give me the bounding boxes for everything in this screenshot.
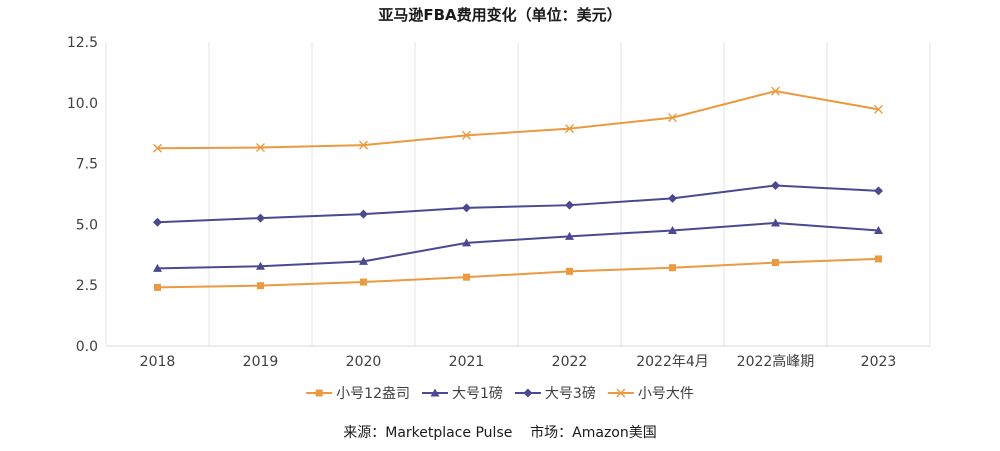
data-point: [771, 218, 780, 227]
legend-marker: [616, 388, 626, 398]
series-line: [157, 221, 879, 270]
x-tick-label: 2019: [243, 354, 279, 370]
series-line: [157, 257, 879, 289]
data-point: [771, 86, 780, 96]
data-point: [256, 261, 265, 270]
data-point: [462, 130, 471, 140]
data-point: [256, 143, 265, 153]
legend-item: 小号大件: [607, 386, 694, 402]
data-point: [256, 213, 265, 223]
data-point: [566, 267, 573, 275]
data-point: [668, 225, 677, 234]
series-line: [157, 90, 879, 150]
y-tick-label: 7.5: [76, 157, 98, 173]
x-tick-label: 2021: [449, 354, 485, 370]
data-point: [462, 203, 471, 213]
x-tick-label: 2022年4月: [636, 354, 709, 370]
legend-label: 大号1磅: [452, 385, 503, 402]
legend-label: 小号12盎司: [336, 386, 410, 402]
data-point: [153, 263, 162, 272]
data-point: [874, 225, 883, 234]
data-point: [360, 278, 367, 286]
y-tick-label: 12.5: [67, 35, 98, 51]
x-tick-label: 2023: [861, 354, 897, 370]
legend-item: 小号12盎司: [306, 386, 410, 402]
y-tick-label: 5.0: [76, 217, 98, 233]
data-point: [771, 180, 780, 190]
legend-item: 大号1磅: [421, 385, 503, 402]
data-point: [874, 104, 883, 114]
data-point: [154, 283, 161, 291]
data-point: [565, 200, 574, 210]
legend: 小号12盎司 大号1磅 大号3磅 小号大件: [306, 385, 694, 402]
x-tick-label: 2022高峰期: [737, 353, 815, 370]
data-point: [668, 193, 677, 203]
y-tick-label: 2.5: [76, 278, 98, 294]
source-note: 来源：Marketplace Pulse 市场：Amazon美国: [343, 424, 657, 441]
data-point: [565, 124, 574, 134]
data-point: [463, 273, 470, 281]
y-tick-label: 0.0: [76, 339, 98, 355]
series-1: [154, 255, 882, 291]
data-point: [669, 264, 676, 272]
data-point: [875, 255, 882, 263]
x-tick-label: 2022: [552, 354, 588, 370]
data-point: [359, 209, 368, 219]
series-2: [153, 218, 883, 272]
legend-item: 大号3磅: [514, 385, 596, 402]
data-point: [565, 231, 574, 240]
data-point: [874, 186, 883, 196]
data-point: [257, 282, 264, 290]
data-point: [359, 256, 368, 265]
data-point: [772, 259, 779, 267]
series-4: [153, 86, 883, 153]
legend-label: 大号3磅: [545, 385, 596, 402]
data-point: [153, 217, 162, 227]
y-tick-label: 10.0: [67, 96, 98, 112]
grid: [105, 42, 931, 346]
chart-title: 亚马逊FBA费用变化（单位：美元）: [378, 6, 621, 24]
data-point: [153, 143, 162, 153]
series-group: [153, 86, 883, 291]
x-axis-ticks: 2018 2019 2020 2021 2022 2022年4月 2022高峰期 2023: [140, 353, 897, 370]
legend-marker: [315, 389, 323, 397]
legend-marker: [523, 388, 533, 398]
legend-label: 小号大件: [638, 386, 694, 402]
x-tick-label: 2020: [346, 354, 382, 370]
legend-marker: [430, 388, 440, 397]
data-point: [462, 238, 471, 247]
series-line: [157, 184, 879, 224]
x-tick-label: 2018: [140, 354, 176, 370]
data-point: [359, 140, 368, 150]
data-point: [668, 113, 677, 123]
y-axis-ticks: 0.0 2.5 5.0 7.5 10.0 12.5: [67, 35, 98, 355]
series-3: [153, 180, 883, 227]
